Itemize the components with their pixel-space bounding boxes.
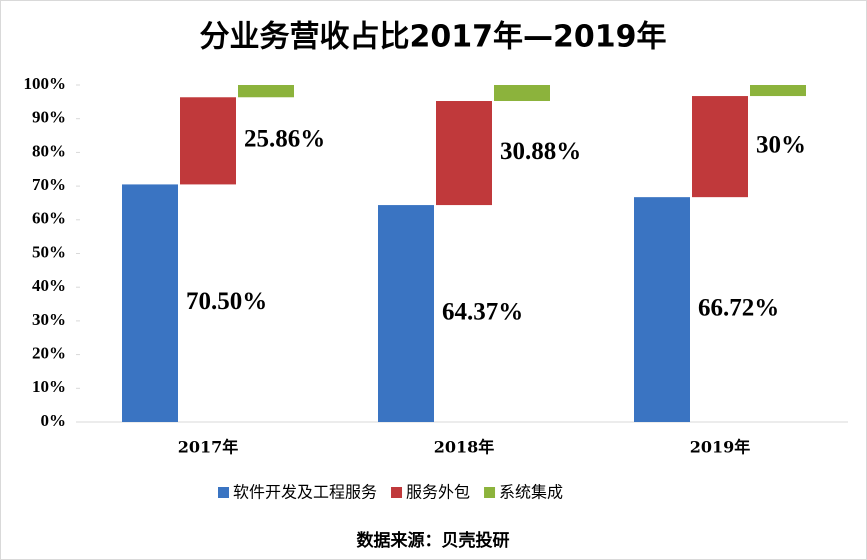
- y-tick-label: 60%: [32, 209, 66, 228]
- y-tick-label: 10%: [32, 377, 66, 396]
- chart-title: 分业务营收占比2017年—2019年: [200, 20, 667, 55]
- legend-label: 软件开发及工程服务: [233, 483, 377, 502]
- x-tick-label: 2018年: [434, 438, 495, 457]
- legend-swatch: [484, 487, 496, 498]
- bar: [378, 205, 434, 422]
- y-tick-label: 100%: [24, 74, 67, 93]
- bar: [238, 85, 294, 98]
- value-label: 66.72%: [698, 294, 779, 321]
- y-tick-label: 20%: [32, 344, 66, 363]
- bar: [122, 184, 178, 422]
- legend-swatch: [391, 487, 403, 498]
- value-label: 64.37%: [442, 298, 523, 325]
- legend-swatch: [218, 487, 229, 498]
- bar: [692, 96, 748, 198]
- y-tick-label: 50%: [32, 242, 66, 261]
- source: 数据来源：贝壳投研: [357, 530, 510, 551]
- y-tick-label: 90%: [32, 108, 66, 127]
- bar: [750, 85, 806, 97]
- value-label: 30%: [756, 131, 806, 158]
- legend-label: 服务外包: [406, 483, 470, 502]
- value-label: 70.50%: [186, 288, 267, 315]
- bar: [634, 197, 690, 422]
- value-label: 25.86%: [244, 126, 325, 153]
- bar: [436, 101, 492, 206]
- value-label: 30.88%: [500, 138, 581, 165]
- bar: [494, 85, 550, 102]
- y-tick-label: 0%: [41, 411, 67, 430]
- legend-label: 系统集成: [499, 483, 563, 502]
- y-tick-label: 30%: [32, 310, 66, 329]
- y-tick-label: 80%: [32, 141, 66, 160]
- x-tick-label: 2017年: [178, 438, 239, 457]
- y-tick-label: 40%: [32, 276, 66, 295]
- x-tick-label: 2019年: [690, 438, 751, 457]
- bar: [180, 97, 236, 185]
- y-tick-label: 70%: [32, 175, 66, 194]
